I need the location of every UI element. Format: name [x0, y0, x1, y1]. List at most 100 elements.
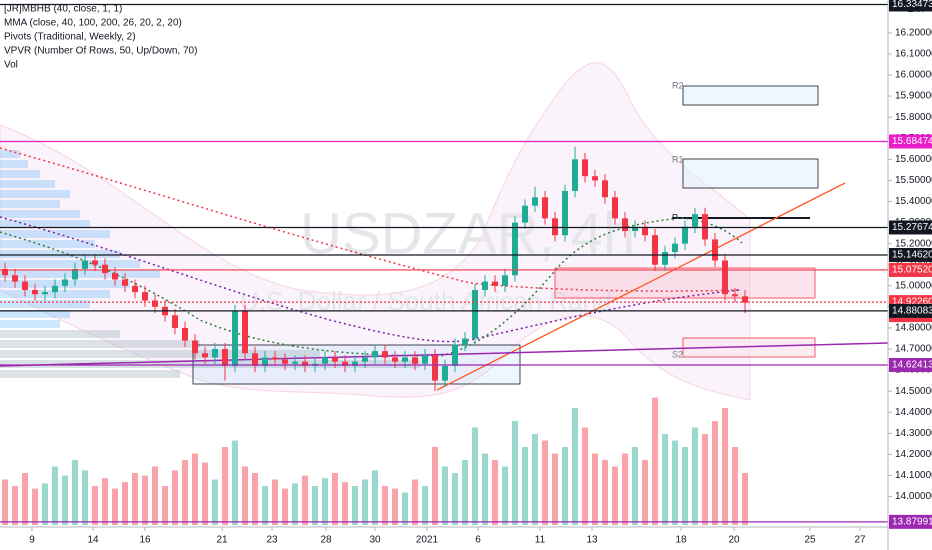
- pivot-label: S2: [672, 349, 683, 359]
- axis-layer: 16.20000 16.10000 16.00000 15.90000 15.80000…: [29, 0, 932, 546]
- candle-body: [452, 344, 458, 366]
- currency: ZAR: [908, 5, 924, 14]
- volume-bar: [582, 427, 588, 525]
- pivot-box: [682, 158, 819, 189]
- candle-body: [72, 268, 78, 280]
- candle-body: [712, 239, 718, 261]
- candle-body: [402, 357, 408, 362]
- candle-body: [382, 351, 388, 358]
- volume-bar: [512, 421, 518, 525]
- candle-body: [362, 357, 368, 362]
- volume-bar: [402, 492, 408, 525]
- volume-bar: [82, 470, 88, 525]
- volume-bar: [322, 478, 328, 525]
- y-tick-label: 15.20000: [895, 238, 932, 249]
- y-tick-label: 15.60000: [895, 154, 932, 165]
- volume-bar: [552, 453, 558, 525]
- y-tick-label: 15.80000: [895, 112, 932, 123]
- volume-bar: [222, 447, 228, 525]
- candle-body: [542, 197, 548, 219]
- candle-body: [442, 365, 448, 381]
- volume-bar: [522, 447, 528, 525]
- candle-body: [252, 353, 258, 366]
- pivot-box: [682, 337, 816, 358]
- y-tick-label: 14.40000: [895, 407, 932, 418]
- y-tick-label: 15.40000: [895, 196, 932, 207]
- candle-body: [722, 260, 728, 295]
- candle-body: [422, 355, 428, 364]
- candle-body: [112, 273, 118, 280]
- volume-bar: [562, 447, 568, 525]
- candle-body: [52, 285, 58, 293]
- x-tick-label: 20: [728, 535, 740, 546]
- volume-bar: [272, 479, 278, 525]
- volume-bar: [2, 479, 8, 525]
- volume-bar: [42, 483, 48, 525]
- volume-bar: [712, 421, 718, 525]
- candle-body: [202, 353, 208, 358]
- candle-body: [242, 311, 248, 354]
- volume-bar: [112, 488, 118, 525]
- volume-bar: [22, 473, 28, 525]
- y-tick-label: 16.00000: [895, 70, 932, 81]
- y-tick-label: 15.50000: [895, 175, 932, 186]
- volume-bar: [532, 434, 538, 525]
- y-tick-label: 14.20000: [895, 449, 932, 460]
- x-tick-label: 6: [475, 535, 481, 546]
- candle-body: [612, 197, 618, 219]
- volume-bar: [302, 475, 308, 525]
- candle-body: [572, 159, 578, 191]
- candle-body: [472, 290, 478, 339]
- moving-average: [0, 216, 741, 343]
- y-tick-label: 14.50000: [895, 386, 932, 397]
- candle-body: [302, 361, 308, 366]
- candle-body: [602, 180, 608, 198]
- trendline: [0, 342, 889, 367]
- price-badge: [889, 0, 932, 12]
- candle-body: [62, 279, 68, 286]
- pivot-box: [682, 85, 819, 106]
- volume-bar: [122, 482, 128, 525]
- candle-body: [102, 264, 108, 274]
- candle-body: [322, 357, 328, 364]
- volume-bar: [592, 453, 598, 525]
- candle-body: [332, 357, 338, 362]
- volume-bar: [182, 460, 188, 525]
- candle-body: [652, 235, 658, 265]
- candle-body: [622, 218, 628, 231]
- candle-body: [352, 361, 358, 366]
- volume-bar: [572, 408, 578, 525]
- candle-body: [22, 281, 28, 291]
- x-tick-label: 25: [804, 535, 816, 546]
- candle-body: [642, 226, 648, 236]
- y-tick-label: 14.70000: [895, 344, 932, 355]
- volume-bar: [192, 453, 198, 525]
- y-tick-label: 14.10000: [895, 470, 932, 481]
- candle-body: [742, 296, 748, 303]
- volume-bar: [312, 486, 318, 525]
- candle-body: [632, 226, 638, 231]
- candle-body: [2, 268, 8, 276]
- candle-body: [82, 260, 88, 269]
- volume-bar: [652, 397, 658, 525]
- moving-average: [0, 147, 741, 292]
- price-badge-label: 15.14620: [892, 250, 932, 261]
- volume-bar: [292, 483, 298, 525]
- volume-bar: [502, 466, 508, 525]
- candle-body: [142, 292, 148, 301]
- volume-bar: [682, 447, 688, 525]
- x-tick-label: 13: [586, 535, 598, 546]
- candle-body: [672, 243, 678, 253]
- candle-body: [522, 205, 528, 223]
- volume-bar: [102, 478, 108, 525]
- candle-body: [92, 260, 98, 265]
- candle-body: [392, 357, 398, 362]
- price-badge-label: 13.87991: [892, 516, 932, 527]
- volume-bar: [622, 453, 628, 525]
- pivot-label: P: [672, 212, 678, 222]
- volume-bar: [382, 486, 388, 525]
- candle-body: [682, 226, 688, 244]
- candle-body: [562, 190, 568, 236]
- x-tick-label: 18: [675, 535, 687, 546]
